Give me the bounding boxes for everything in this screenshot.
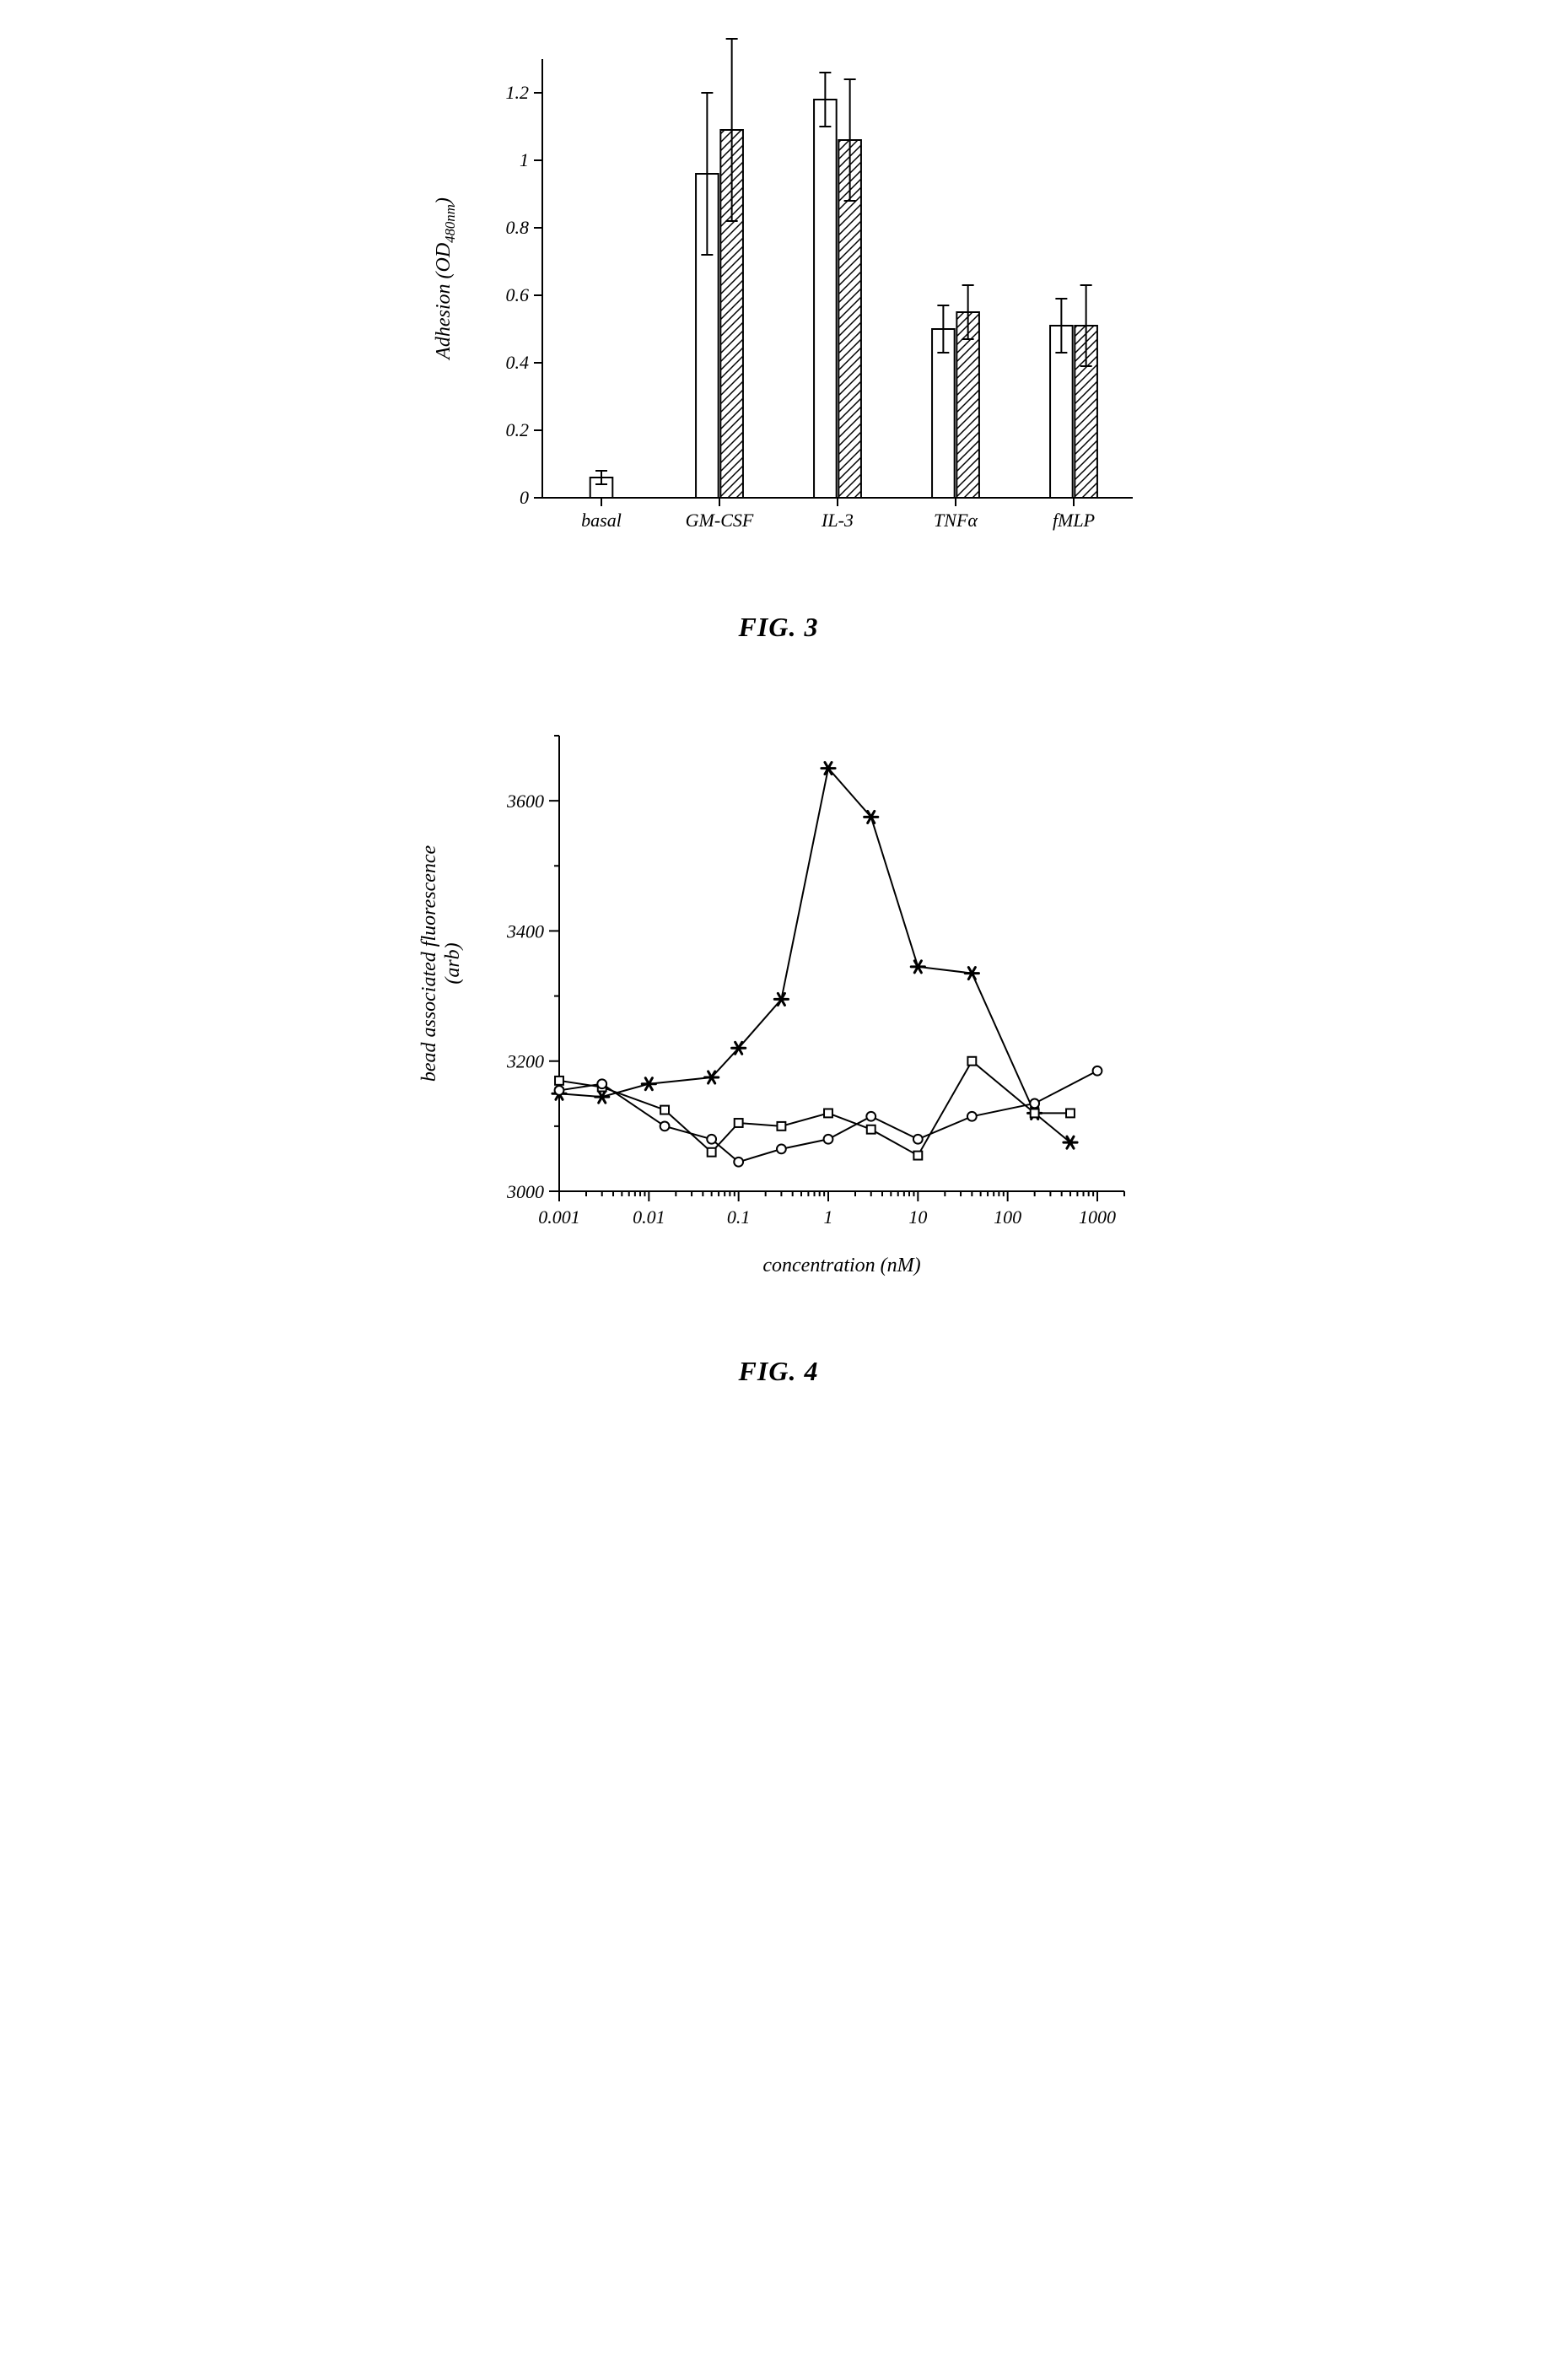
svg-text:IL-3: IL-3 [821, 510, 854, 531]
figure-4: 3000 3200 3400 3600 0.001 0.01 0.1 1 10 100 1000 be… [399, 710, 1158, 1387]
svg-text:(arb): (arb) [442, 942, 464, 984]
fig3-chart: 0 0.2 0.4 0.6 0.8 1 1.2 Adhesion (OD480nm) basal… [399, 34, 1158, 574]
svg-text:TNFα: TNFα [934, 510, 978, 531]
svg-text:GM-CSF: GM-CSF [686, 510, 754, 531]
svg-text:1: 1 [823, 1206, 832, 1228]
fig3-caption: FIG. 3 [399, 612, 1158, 643]
svg-text:0.4: 0.4 [506, 352, 530, 373]
svg-text:10: 10 [908, 1206, 927, 1228]
fig4-caption: FIG. 4 [399, 1356, 1158, 1387]
svg-text:1: 1 [520, 149, 529, 170]
svg-text:0.001: 0.001 [538, 1206, 580, 1228]
svg-text:1000: 1000 [1079, 1206, 1116, 1228]
figure-3: 0 0.2 0.4 0.6 0.8 1 1.2 Adhesion (OD480nm) basal… [399, 34, 1158, 643]
svg-text:3600: 3600 [506, 791, 544, 812]
svg-text:bead associated fluorescence: bead associated fluorescence [418, 845, 440, 1082]
svg-text:0.8: 0.8 [506, 217, 530, 238]
svg-text:3200: 3200 [506, 1051, 544, 1072]
svg-text:0.01: 0.01 [633, 1206, 665, 1228]
svg-text:0.2: 0.2 [506, 419, 530, 440]
svg-text:concentration (nM): concentration (nM) [762, 1255, 920, 1276]
svg-text:1.2: 1.2 [506, 82, 530, 103]
svg-text:3000: 3000 [506, 1181, 544, 1202]
svg-text:100: 100 [994, 1206, 1021, 1228]
svg-text:basal: basal [581, 510, 622, 531]
svg-text:0: 0 [520, 487, 529, 508]
fig4-chart: 3000 3200 3400 3600 0.001 0.01 0.1 1 10 100 1000 be… [399, 710, 1158, 1318]
svg-text:0.1: 0.1 [727, 1206, 751, 1228]
svg-text:fMLP: fMLP [1053, 510, 1095, 531]
svg-text:3400: 3400 [506, 920, 544, 942]
svg-text:0.6: 0.6 [506, 284, 530, 305]
svg-text:Adhesion (OD480nm): Adhesion (OD480nm) [433, 197, 458, 361]
